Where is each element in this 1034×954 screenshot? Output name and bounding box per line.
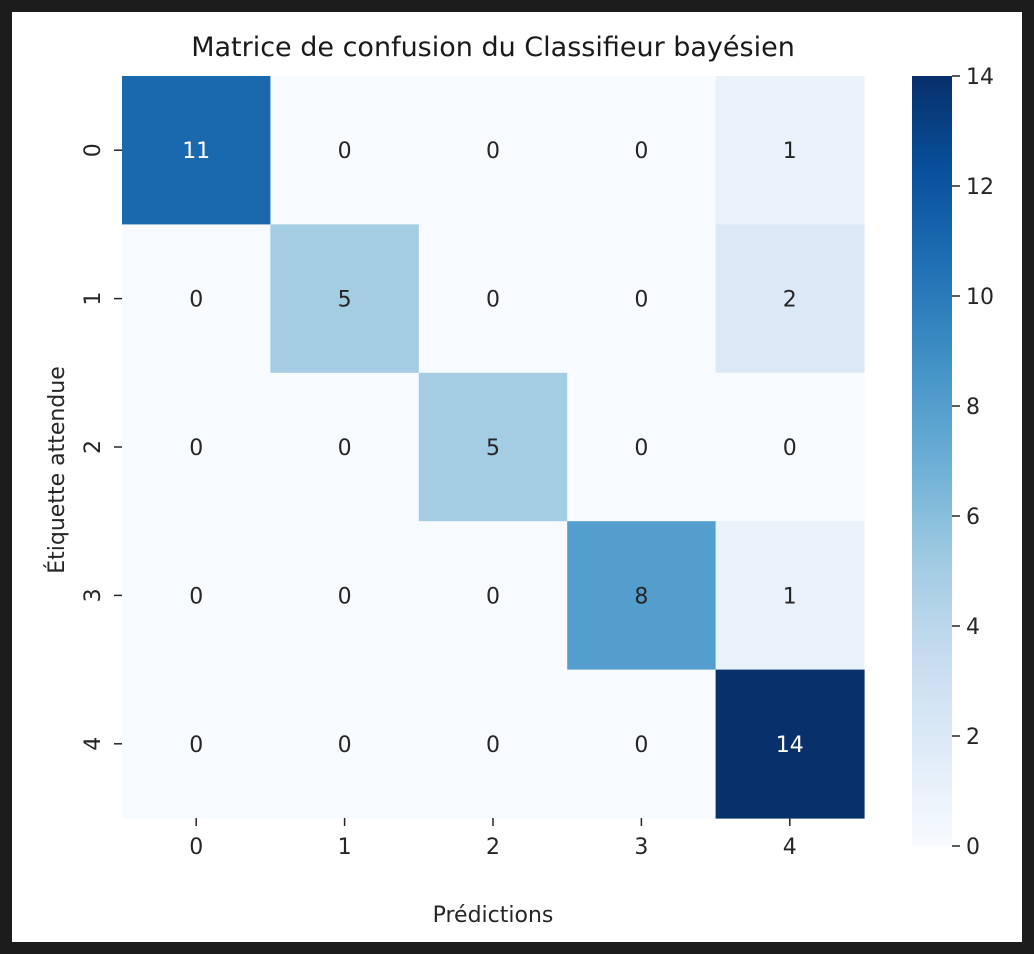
x-tick-label: 4 bbox=[783, 835, 797, 860]
cell-value-label: 0 bbox=[189, 733, 203, 758]
colorbar-tick-label: 4 bbox=[966, 615, 980, 640]
heatmap-cell bbox=[567, 521, 717, 671]
heatmap-cell bbox=[715, 372, 865, 522]
chart-title: Matrice de confusion du Classifieur bayé… bbox=[191, 32, 795, 63]
heatmap-cell bbox=[418, 669, 568, 819]
heatmap-cell bbox=[270, 224, 420, 374]
heatmap-cell bbox=[418, 372, 568, 522]
x-axis: 0 1 2 3 4 bbox=[189, 818, 797, 860]
x-axis-label: Prédictions bbox=[433, 903, 554, 928]
confusion-matrix-heatmap: Matrice de confusion du Classifieur bayé… bbox=[44, 32, 994, 928]
heatmap-cell bbox=[270, 372, 420, 522]
y-tick-label: 3 bbox=[81, 588, 106, 602]
cell-value-label: 0 bbox=[338, 436, 352, 461]
colorbar-gradient bbox=[912, 76, 952, 846]
cell-value-label: 0 bbox=[486, 733, 500, 758]
cell-value-label: 5 bbox=[338, 288, 352, 313]
heatmap-cell bbox=[122, 521, 271, 671]
heatmap-cell bbox=[567, 224, 717, 374]
heatmap-cell bbox=[270, 521, 420, 671]
y-tick-label: 1 bbox=[81, 292, 106, 306]
cell-value-label: 0 bbox=[634, 139, 648, 164]
cell-value-label: 0 bbox=[338, 584, 352, 609]
heatmap-cell bbox=[122, 372, 271, 522]
cell-value-label: 0 bbox=[486, 139, 500, 164]
cell-value-label: 0 bbox=[486, 288, 500, 313]
x-tick-label: 3 bbox=[634, 835, 648, 860]
colorbar-tick-label: 0 bbox=[966, 835, 980, 860]
heatmap-cell bbox=[270, 669, 420, 819]
colorbar-tick-label: 8 bbox=[966, 395, 980, 420]
cell-value-label: 11 bbox=[182, 139, 210, 164]
heatmap-cell bbox=[418, 224, 568, 374]
y-tick-label: 2 bbox=[81, 440, 106, 454]
y-axis-label: Étiquette attendue bbox=[44, 366, 70, 574]
heatmap-cell bbox=[122, 224, 271, 374]
heatmap-cell bbox=[122, 669, 271, 819]
colorbar-tick-label: 6 bbox=[966, 505, 980, 530]
cell-value-label: 0 bbox=[634, 436, 648, 461]
cell-value-label: 2 bbox=[783, 288, 797, 313]
y-tick-label: 4 bbox=[81, 737, 106, 751]
heatmap-cell bbox=[715, 521, 865, 671]
cell-value-label: 0 bbox=[189, 288, 203, 313]
heatmap-cell bbox=[270, 76, 420, 225]
heatmap-cell bbox=[715, 76, 865, 225]
heatmap-cell bbox=[567, 669, 717, 819]
colorbar-tick-label: 2 bbox=[966, 725, 980, 750]
cell-value-label: 0 bbox=[486, 584, 500, 609]
heatmap-cell bbox=[567, 372, 717, 522]
heatmap-cell bbox=[567, 76, 717, 225]
cell-value-label: 8 bbox=[634, 584, 648, 609]
cell-value-label: 0 bbox=[189, 436, 203, 461]
colorbar-tick-label: 10 bbox=[966, 285, 994, 310]
colorbar-tick-label: 14 bbox=[966, 65, 994, 90]
heatmap-cells: 11 0 0 0 10 5 0 0 20 0 5 0 00 0 0 8 10 0 0 0 14 bbox=[122, 76, 865, 819]
heatmap-cell bbox=[715, 224, 865, 374]
heatmap-cell bbox=[122, 76, 271, 225]
colorbar-tick-label: 12 bbox=[966, 175, 994, 200]
x-tick-label: 1 bbox=[338, 835, 352, 860]
cell-value-label: 0 bbox=[189, 584, 203, 609]
cell-value-label: 1 bbox=[783, 584, 797, 609]
heatmap-cell bbox=[715, 669, 865, 819]
cell-value-label: 0 bbox=[338, 733, 352, 758]
cell-value-label: 0 bbox=[338, 139, 352, 164]
cell-value-label: 5 bbox=[486, 436, 500, 461]
chart-figure: Matrice de confusion du Classifieur bayé… bbox=[12, 12, 1022, 942]
x-tick-label: 2 bbox=[486, 835, 500, 860]
cell-value-label: 0 bbox=[634, 288, 648, 313]
heatmap-cell bbox=[418, 521, 568, 671]
cell-value-label: 0 bbox=[634, 733, 648, 758]
heatmap-cell bbox=[418, 76, 568, 225]
y-tick-label: 0 bbox=[81, 143, 106, 157]
cell-value-label: 0 bbox=[783, 436, 797, 461]
colorbar: 0 2 4 6 8 10 12 14 bbox=[912, 65, 994, 860]
x-tick-label: 0 bbox=[189, 835, 203, 860]
y-axis: 0 1 2 3 4 bbox=[81, 143, 122, 751]
cell-value-label: 14 bbox=[776, 733, 804, 758]
cell-value-label: 1 bbox=[783, 139, 797, 164]
